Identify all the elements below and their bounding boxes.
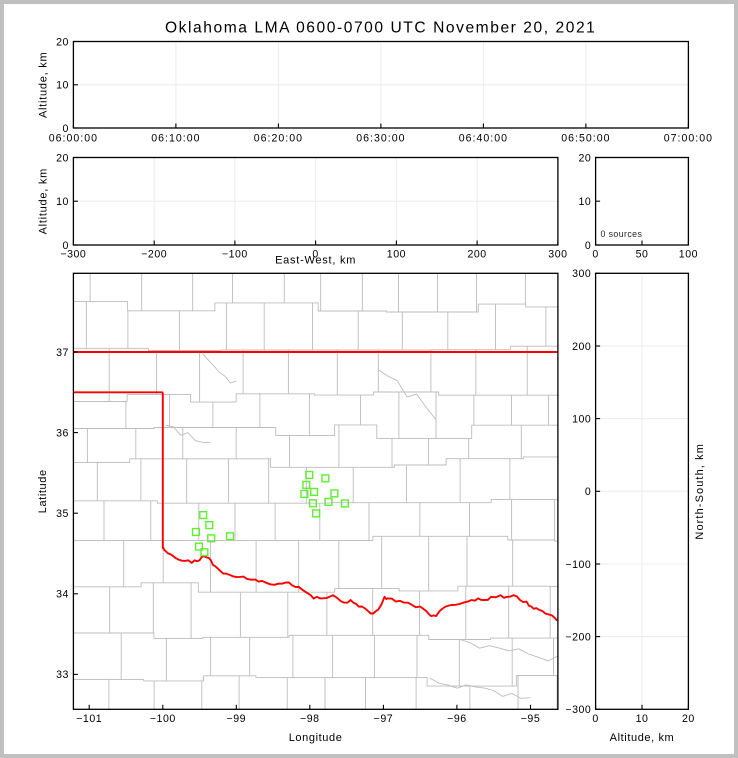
svg-text:37: 37 <box>56 347 69 359</box>
svg-text:−100: −100 <box>150 713 176 725</box>
svg-text:50: 50 <box>636 249 649 261</box>
svg-text:07:00:00: 07:00:00 <box>664 133 713 145</box>
svg-text:−200: −200 <box>565 631 591 643</box>
svg-text:06:50:00: 06:50:00 <box>561 133 610 145</box>
svg-text:East-West, km: East-West, km <box>275 254 356 266</box>
svg-text:−96: −96 <box>447 713 466 725</box>
svg-text:−99: −99 <box>227 713 246 725</box>
svg-text:06:10:00: 06:10:00 <box>151 133 200 145</box>
svg-text:Longitude: Longitude <box>289 732 343 744</box>
svg-text:20: 20 <box>56 36 69 48</box>
svg-text:0: 0 <box>585 240 591 252</box>
svg-text:0: 0 <box>592 713 598 725</box>
svg-text:36: 36 <box>56 427 69 439</box>
svg-text:0: 0 <box>312 249 318 261</box>
svg-text:−100: −100 <box>222 249 248 261</box>
svg-text:10: 10 <box>56 196 69 208</box>
svg-text:33: 33 <box>56 669 69 681</box>
svg-text:−300: −300 <box>565 704 591 716</box>
svg-text:20: 20 <box>579 152 592 164</box>
svg-text:200: 200 <box>468 249 487 261</box>
svg-text:10: 10 <box>636 713 649 725</box>
svg-text:300: 300 <box>548 249 567 261</box>
svg-text:Altitude, km: Altitude, km <box>38 168 50 234</box>
svg-text:20: 20 <box>56 152 69 164</box>
svg-text:0: 0 <box>592 249 598 261</box>
svg-text:−97: −97 <box>374 713 393 725</box>
svg-text:−101: −101 <box>76 713 102 725</box>
svg-text:10: 10 <box>56 80 69 92</box>
svg-text:Altitude, km: Altitude, km <box>610 732 675 744</box>
svg-text:100: 100 <box>387 249 406 261</box>
svg-text:300: 300 <box>572 268 591 280</box>
svg-text:10: 10 <box>579 196 592 208</box>
svg-text:34: 34 <box>56 589 69 601</box>
svg-text:−200: −200 <box>141 249 167 261</box>
svg-text:Oklahoma LMA 0600-0700 UTC Nov: Oklahoma LMA 0600-0700 UTC November 20, … <box>165 19 596 36</box>
svg-text:Altitude, km: Altitude, km <box>38 52 50 118</box>
svg-text:06:20:00: 06:20:00 <box>254 133 303 145</box>
svg-text:−95: −95 <box>521 713 540 725</box>
svg-text:Latitude: Latitude <box>37 469 49 513</box>
svg-text:06:00:00: 06:00:00 <box>49 133 98 145</box>
svg-text:06:40:00: 06:40:00 <box>459 133 508 145</box>
svg-text:0 sources: 0 sources <box>601 229 643 239</box>
svg-text:0: 0 <box>62 123 68 135</box>
svg-text:North-South, km: North-South, km <box>694 443 706 540</box>
svg-text:35: 35 <box>56 508 69 520</box>
svg-text:20: 20 <box>682 713 695 725</box>
svg-text:200: 200 <box>572 341 591 353</box>
svg-text:−100: −100 <box>565 559 591 571</box>
svg-text:−98: −98 <box>300 713 319 725</box>
svg-text:100: 100 <box>679 249 698 261</box>
svg-text:0: 0 <box>585 486 591 498</box>
svg-text:−300: −300 <box>60 249 86 261</box>
svg-text:0: 0 <box>62 240 68 252</box>
svg-text:100: 100 <box>572 413 591 425</box>
svg-text:06:30:00: 06:30:00 <box>356 133 405 145</box>
